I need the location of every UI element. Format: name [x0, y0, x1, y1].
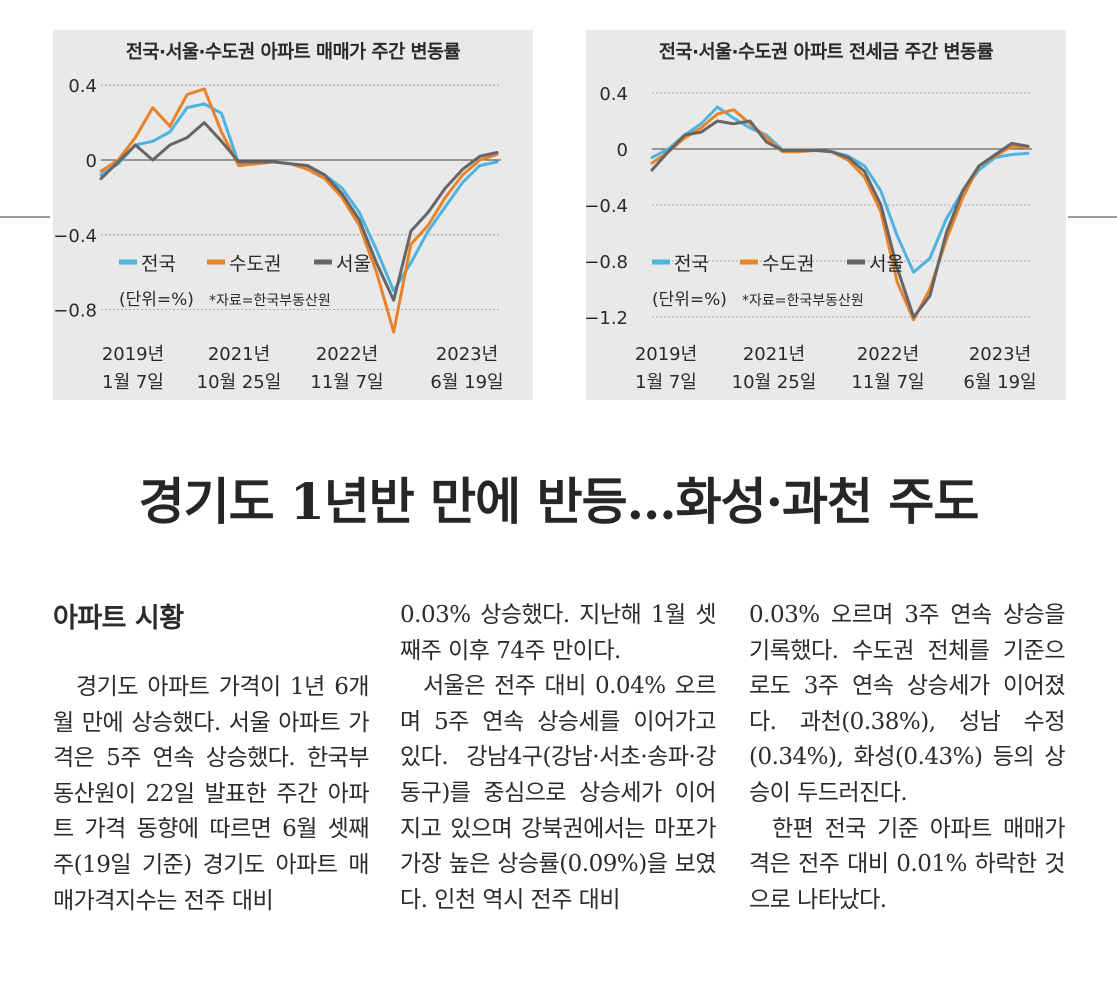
article-column-1: 경기도 아파트 가격이 1년 6개월 만에 상승했다. 서울 아파트 가격은 5… — [53, 670, 370, 919]
section-label: 아파트 시황 — [53, 603, 184, 634]
y-tick-label: −0.4 — [586, 196, 628, 217]
series-line-seoul — [99, 121, 499, 302]
legend-item: 수도권 — [207, 253, 281, 275]
x-tick-label: 10월 25일 — [197, 372, 282, 393]
x-tick-label: 2022년 — [857, 344, 919, 365]
x-tick-label: 10월 25일 — [732, 372, 817, 393]
x-tick-label: 11월 7일 — [851, 372, 924, 393]
x-tick-label: 1월 7일 — [635, 372, 697, 393]
article-column-3: 0.03% 오르며 3주 연속 상승을 기록했다. 수도권 전체를 기준으로도 … — [749, 598, 1066, 918]
chart-title: 전국·서울·수도권 아파트 전세금 주간 변동률 — [658, 42, 994, 63]
chart-panel-sale-price: 전국·서울·수도권 아파트 매매가 주간 변동률 0.4 0 −0.4 −0.8 201… — [53, 30, 533, 400]
legend-item: 전국 — [119, 253, 176, 275]
x-tick-label: 6월 19일 — [963, 372, 1036, 393]
legend-item: 서울 — [847, 253, 904, 275]
x-tick-label: 2019년 — [635, 344, 697, 365]
chart-title: 전국·서울·수도권 아파트 매매가 주간 변동률 — [125, 42, 461, 63]
x-tick-label: 2023년 — [436, 344, 498, 365]
x-tick-label: 6월 19일 — [430, 372, 503, 393]
x-tick-label: 2023년 — [969, 344, 1031, 365]
y-tick-label: 0.4 — [68, 76, 97, 97]
chart-svg: 0.4 0 −0.4 −0.8 2019년 1월 7일 2021년 10월 25일 2022년 1… — [53, 76, 503, 393]
y-tick-label: −1.2 — [586, 308, 628, 329]
legend-label: 서울 — [336, 253, 371, 275]
legend-item: 전국 — [652, 253, 709, 275]
article-paragraph: 0.03% 상승했다. 지난해 1월 셋째주 이후 74주 만이다. — [400, 602, 717, 664]
legend-label: 서울 — [869, 253, 904, 275]
legend-label: 전국 — [141, 253, 176, 275]
x-tick-label: 2019년 — [102, 344, 164, 365]
legend-item: 서울 — [314, 253, 371, 275]
legend-label: 수도권 — [762, 253, 814, 275]
unit-note: (단위=%) — [119, 290, 194, 310]
source-note: *자료=한국부동산원 — [742, 293, 864, 309]
article-column-2: 0.03% 상승했다. 지난해 1월 셋째주 이후 74주 만이다. 서울은 전… — [400, 598, 717, 918]
article-paragraph: 경기도 아파트 가격이 1년 6개월 만에 상승했다. 서울 아파트 가격은 5… — [53, 674, 370, 914]
series-line-capital_area — [650, 108, 1030, 322]
article-paragraph: 한편 전국 기준 아파트 매매가격은 전주 대비 0.01% 하락한 것으로 나… — [749, 815, 1066, 913]
y-tick-label: −0.4 — [53, 226, 97, 247]
y-tick-label: 0 — [86, 151, 97, 172]
x-tick-label: 2022년 — [316, 344, 378, 365]
y-tick-label: −0.8 — [586, 252, 628, 273]
y-tick-label: −0.8 — [53, 301, 97, 322]
article-paragraph: 0.03% 오르며 3주 연속 상승을 기록했다. 수도권 전체를 기준으로도 … — [749, 602, 1066, 806]
source-note: *자료=한국부동산원 — [209, 293, 331, 309]
page-rule-right — [1068, 216, 1117, 218]
unit-note: (단위=%) — [652, 290, 727, 310]
x-tick-label: 11월 7일 — [310, 372, 383, 393]
x-tick-label: 2021년 — [743, 344, 805, 365]
legend-label: 수도권 — [229, 253, 281, 275]
legend-item: 수도권 — [740, 253, 814, 275]
headline: 경기도 1년반 만에 반등…화성·과천 주도 — [138, 472, 980, 531]
x-tick-label: 2021년 — [208, 344, 270, 365]
series-line-capital_area — [99, 87, 499, 334]
x-tick-label: 1월 7일 — [102, 372, 164, 393]
series-line-seoul — [650, 119, 1030, 319]
chart-panel-jeonse: 전국·서울·수도권 아파트 전세금 주간 변동률 0.4 0 −0.4 −0.8 −1.… — [586, 30, 1066, 400]
y-tick-label: 0.4 — [599, 84, 628, 105]
legend-label: 전국 — [674, 253, 709, 275]
article-paragraph: 서울은 전주 대비 0.04% 오르며 5주 연속 상승세를 이어가고 있다. … — [400, 673, 717, 913]
chart-svg: 0.4 0 −0.4 −0.8 −1.2 2019년 1월 7일 2021년 10월 25일 20… — [586, 84, 1037, 393]
series-line-national — [650, 105, 1030, 274]
y-tick-label: 0 — [617, 140, 628, 161]
page-rule-left — [0, 216, 50, 218]
